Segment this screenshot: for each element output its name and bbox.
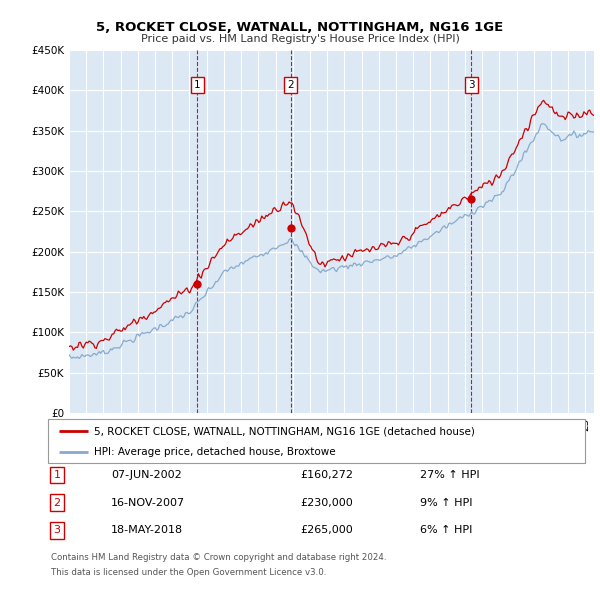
Text: 16-NOV-2007: 16-NOV-2007 bbox=[111, 498, 185, 507]
Text: 1: 1 bbox=[194, 80, 200, 90]
Text: 3: 3 bbox=[53, 526, 61, 535]
Text: This data is licensed under the Open Government Licence v3.0.: This data is licensed under the Open Gov… bbox=[51, 568, 326, 577]
Text: 5, ROCKET CLOSE, WATNALL, NOTTINGHAM, NG16 1GE: 5, ROCKET CLOSE, WATNALL, NOTTINGHAM, NG… bbox=[97, 21, 503, 34]
Text: 18-MAY-2018: 18-MAY-2018 bbox=[111, 526, 183, 535]
FancyBboxPatch shape bbox=[48, 419, 585, 463]
Text: £230,000: £230,000 bbox=[300, 498, 353, 507]
Text: 6% ↑ HPI: 6% ↑ HPI bbox=[420, 526, 472, 535]
Text: 9% ↑ HPI: 9% ↑ HPI bbox=[420, 498, 473, 507]
Text: 07-JUN-2002: 07-JUN-2002 bbox=[111, 470, 182, 480]
Text: HPI: Average price, detached house, Broxtowe: HPI: Average price, detached house, Brox… bbox=[94, 447, 335, 457]
Text: 27% ↑ HPI: 27% ↑ HPI bbox=[420, 470, 479, 480]
Text: £160,272: £160,272 bbox=[300, 470, 353, 480]
Text: £265,000: £265,000 bbox=[300, 526, 353, 535]
Text: 2: 2 bbox=[287, 80, 294, 90]
Text: 5, ROCKET CLOSE, WATNALL, NOTTINGHAM, NG16 1GE (detached house): 5, ROCKET CLOSE, WATNALL, NOTTINGHAM, NG… bbox=[94, 427, 475, 436]
Text: Price paid vs. HM Land Registry's House Price Index (HPI): Price paid vs. HM Land Registry's House … bbox=[140, 34, 460, 44]
Text: 3: 3 bbox=[468, 80, 475, 90]
Text: 1: 1 bbox=[53, 470, 61, 480]
Text: 2: 2 bbox=[53, 498, 61, 507]
Text: Contains HM Land Registry data © Crown copyright and database right 2024.: Contains HM Land Registry data © Crown c… bbox=[51, 553, 386, 562]
